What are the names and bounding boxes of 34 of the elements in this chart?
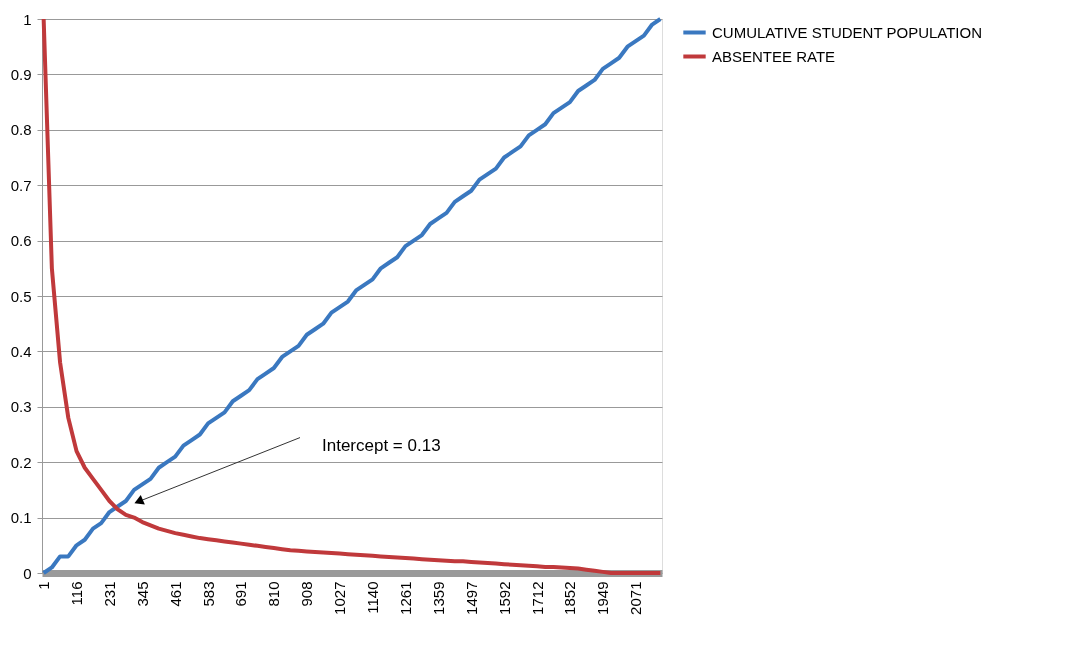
y-tick-label: 0.3 [10,398,32,416]
x-tick-label: 1497 [462,581,480,615]
y-tick-label: 0.7 [10,176,32,194]
x-tick-label: 1592 [495,581,513,615]
x-tick-label: 908 [298,581,316,607]
x-tick-label: 2071 [627,581,645,615]
y-tick-label: 0.6 [10,232,32,250]
x-tick-label: 1140 [364,581,382,614]
x-tick-label: 116 [68,581,86,606]
annotation: Intercept = 0.13 [322,435,441,455]
x-tick-label: 1261 [396,581,414,615]
y-tick-label: 0.4 [10,342,32,360]
x-tick-label: 1359 [429,581,447,615]
legend-label: CUMULATIVE STUDENT POPULATION [712,23,983,41]
x-tick-label: 461 [166,581,184,607]
x-tick-label: 231 [100,581,118,607]
x-tick-label: 583 [199,581,217,607]
x-tick-label: 691 [232,581,250,607]
line-series [41,17,663,575]
y-tick-label: 0.2 [10,453,32,471]
y-tick-label: 0.5 [10,287,32,305]
x-tick-label: 1852 [561,581,579,615]
legend-label: ABSENTEE RATE [712,47,836,65]
x-tick-label: 810 [265,581,283,607]
x-tick-label: 1949 [594,581,612,615]
y-tick-label: 0.9 [10,65,32,83]
y-tick-label: 0.8 [10,121,32,139]
x-tick-label: 1712 [528,581,546,615]
y-tick-label: 0 [23,564,32,582]
x-tick-label: 345 [133,581,151,607]
x-tick-label: 1027 [331,581,349,615]
y-tick-label: 0.1 [10,509,32,527]
y-tick-label: 1 [23,10,32,28]
x-tick-label: 1 [35,581,53,590]
